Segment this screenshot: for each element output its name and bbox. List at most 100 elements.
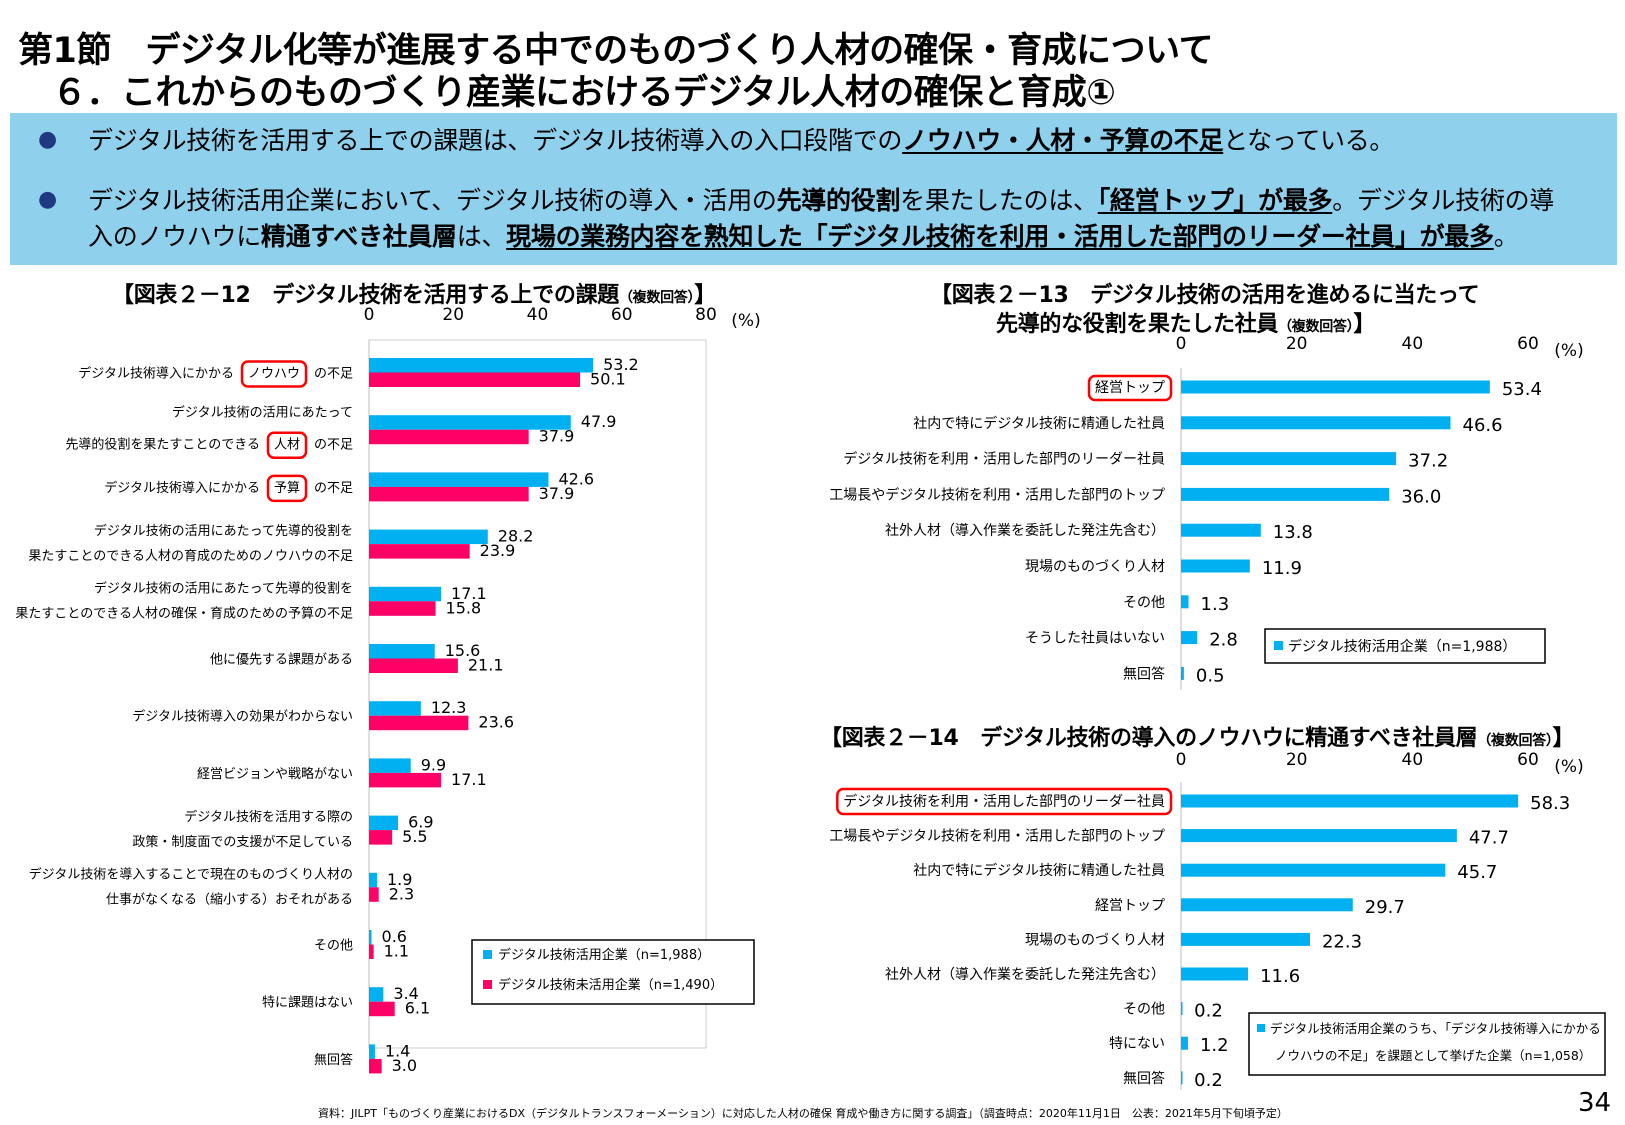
fig13-bar [1181, 523, 1261, 537]
fig14-data-label: 0.2 [1194, 1001, 1223, 1022]
fig12-category-label: 仕事がなくなる（縮小する）おそれがある [106, 891, 353, 907]
fig12-bar [369, 372, 581, 387]
source-note: 資料：JILPT「ものづくり産業におけるDX（デジタルトランスフォーメーション）… [318, 1107, 1288, 1120]
fig12-category-label: 果たすことのできる人材の育成のためのノウハウの不足 [28, 548, 353, 564]
fig14-category-label: 社内で特にデジタル技術に精通した社員 [913, 862, 1165, 879]
fig14-tick-label: 0 [1176, 750, 1187, 770]
fig13-data-label: 11.9 [1262, 558, 1302, 579]
fig12-bar [369, 644, 435, 659]
fig12-data-label: 1.1 [384, 942, 409, 961]
fig12-tick-label: 60 [611, 305, 633, 325]
fig12-data-label: 23.6 [478, 713, 514, 732]
fig14-data-label: 29.7 [1365, 897, 1405, 918]
summary-band: ● デジタル技術を活用する上での課題は、デジタル技術導入の入口段階でのノウハウ・… [10, 113, 1617, 265]
fig12-data-label: 17.1 [451, 584, 487, 603]
fig14-bar [1181, 1071, 1183, 1085]
fig13-tick-label: 60 [1517, 334, 1539, 354]
fig13-data-label: 2.8 [1209, 630, 1238, 651]
fig13-category-label: 現場のものづくり人材 [1025, 559, 1165, 575]
fig14-legend-swatch [1257, 1024, 1265, 1032]
fig12-category-label: デジタル技術の活用にあたって [172, 405, 353, 421]
fig12-category-label: デジタル技術導入にかかる 予算 の不足 [104, 480, 353, 496]
fig13-category-label: そうした社員はいない [1025, 631, 1165, 647]
fig12-bar [369, 544, 470, 559]
fig13-category-label: 経営トップ [1095, 380, 1165, 396]
fig12-bar [369, 887, 379, 902]
fig14-tick-label: 40 [1402, 750, 1424, 770]
fig12-data-label: 28.2 [498, 527, 534, 546]
fig14-category-label: その他 [1123, 1002, 1165, 1018]
fig12-data-label: 0.6 [382, 927, 407, 946]
fig12-bar [369, 486, 529, 502]
page-title: 第1節 デジタル化等が進展する中でのものづくり人材の確保・育成について [18, 31, 1214, 71]
fig13-bar [1181, 631, 1198, 645]
fig13-category-label: 社内で特にデジタル技術に精通した社員 [913, 415, 1165, 432]
fig12-data-label: 12.3 [431, 698, 467, 717]
fig12-bar [369, 472, 549, 487]
fig12-bar [369, 815, 399, 831]
fig12-bar [369, 944, 374, 959]
fig12-category-label: 先導的役割を果たすことのできる 人材 の不足 [65, 437, 353, 453]
fig14-category-label: 社外人材（導入作業を委託した発注先含む） [885, 967, 1165, 983]
fig12-tick-label: 0 [364, 305, 375, 325]
fig14-data-label: 47.7 [1469, 828, 1509, 849]
fig14-data-label: 0.2 [1194, 1070, 1223, 1091]
fig12-data-label: 47.9 [581, 412, 617, 431]
fig12-category-label: 政策・制度面での支援が不足している [132, 834, 353, 850]
fig13-title-line-2: 先導的な役割を果たした社員（複数回答）】 [996, 312, 1376, 337]
fig12-data-label: 6.9 [408, 813, 433, 832]
fig12-highlight-box [266, 474, 308, 503]
fig13-legend-box [1264, 628, 1546, 664]
fig12-bar [369, 872, 378, 888]
summary-bullet-2-line-2: 入のノウハウに精通すべき社員層は、現場の業務内容を熟知した「デジタル技術を利用・… [88, 222, 1519, 251]
fig12-bar [369, 601, 436, 616]
fig12-tick-label: 80 [695, 305, 717, 325]
fig12-data-label: 17.1 [451, 770, 487, 789]
fig13-category-label: 工場長やデジタル技術を利用・活用した部門のトップ [829, 486, 1165, 503]
fig12-data-label: 37.9 [539, 484, 575, 503]
fig12-bar [369, 429, 529, 445]
fig14-tick-label: 60 [1517, 750, 1539, 770]
fig12-bar [369, 658, 458, 673]
fig14-title: 【図表２－14 デジタル技術の導入のノウハウに精通すべき社員層（複数回答）】 [820, 726, 1575, 751]
fig12-bar [369, 715, 469, 731]
fig12-legend-swatch [483, 950, 492, 959]
bullet-icon: ● [38, 187, 58, 212]
fig12-category-label: デジタル技術を活用する際の [184, 809, 353, 825]
summary-bullet-1: デジタル技術を活用する上での課題は、デジタル技術導入の入口段階でのノウハウ・人材… [88, 126, 1395, 155]
fig12-category-label: 特に課題はない [262, 995, 353, 1011]
fig12-category-label: デジタル技術導入にかかる ノウハウ の不足 [78, 366, 353, 382]
fig12-category-label: デジタル技術導入の効果がわからない [132, 709, 353, 725]
fig12-data-label: 50.1 [590, 370, 626, 389]
fig14-data-label: 22.3 [1322, 931, 1362, 952]
fig12-bar [369, 772, 442, 788]
fig13-data-label: 37.2 [1408, 451, 1448, 472]
fig12-bar [369, 415, 571, 430]
fig14-bar [1181, 863, 1446, 877]
fig13-legend-swatch [1274, 641, 1283, 650]
fig13-category-label: 社外人材（導入作業を委託した発注先含む） [885, 523, 1165, 539]
fig13-bar [1181, 559, 1250, 573]
fig12-data-label: 23.9 [480, 541, 516, 560]
fig13-unit-label: (%) [1554, 341, 1583, 361]
fig12-highlight-box [240, 360, 308, 388]
fig13-tick-label: 40 [1402, 334, 1424, 354]
fig12-bar [369, 758, 411, 773]
fig14-category-label: 無回答 [1123, 1070, 1165, 1087]
fig12-data-label: 15.8 [446, 598, 482, 617]
fig13-data-label: 0.5 [1196, 665, 1225, 686]
fig14-bar [1181, 794, 1519, 808]
fig14-category-label: 特にない [1109, 1036, 1165, 1052]
fig12-bar [369, 930, 372, 945]
fig14-category-label: 工場長やデジタル技術を利用・活用した部門のトップ [829, 828, 1165, 845]
fig12-data-label: 3.0 [392, 1056, 417, 1075]
fig13-bar [1181, 452, 1397, 466]
fig12-bar [369, 529, 488, 545]
fig12-legend-box [471, 939, 755, 1005]
fig12-bar [369, 586, 442, 602]
fig14-bar [1181, 898, 1353, 912]
fig12-data-label: 42.6 [558, 469, 594, 488]
fig12-bar [369, 358, 594, 373]
page-number: 34 [1578, 1088, 1612, 1118]
fig14-bar [1181, 932, 1310, 946]
